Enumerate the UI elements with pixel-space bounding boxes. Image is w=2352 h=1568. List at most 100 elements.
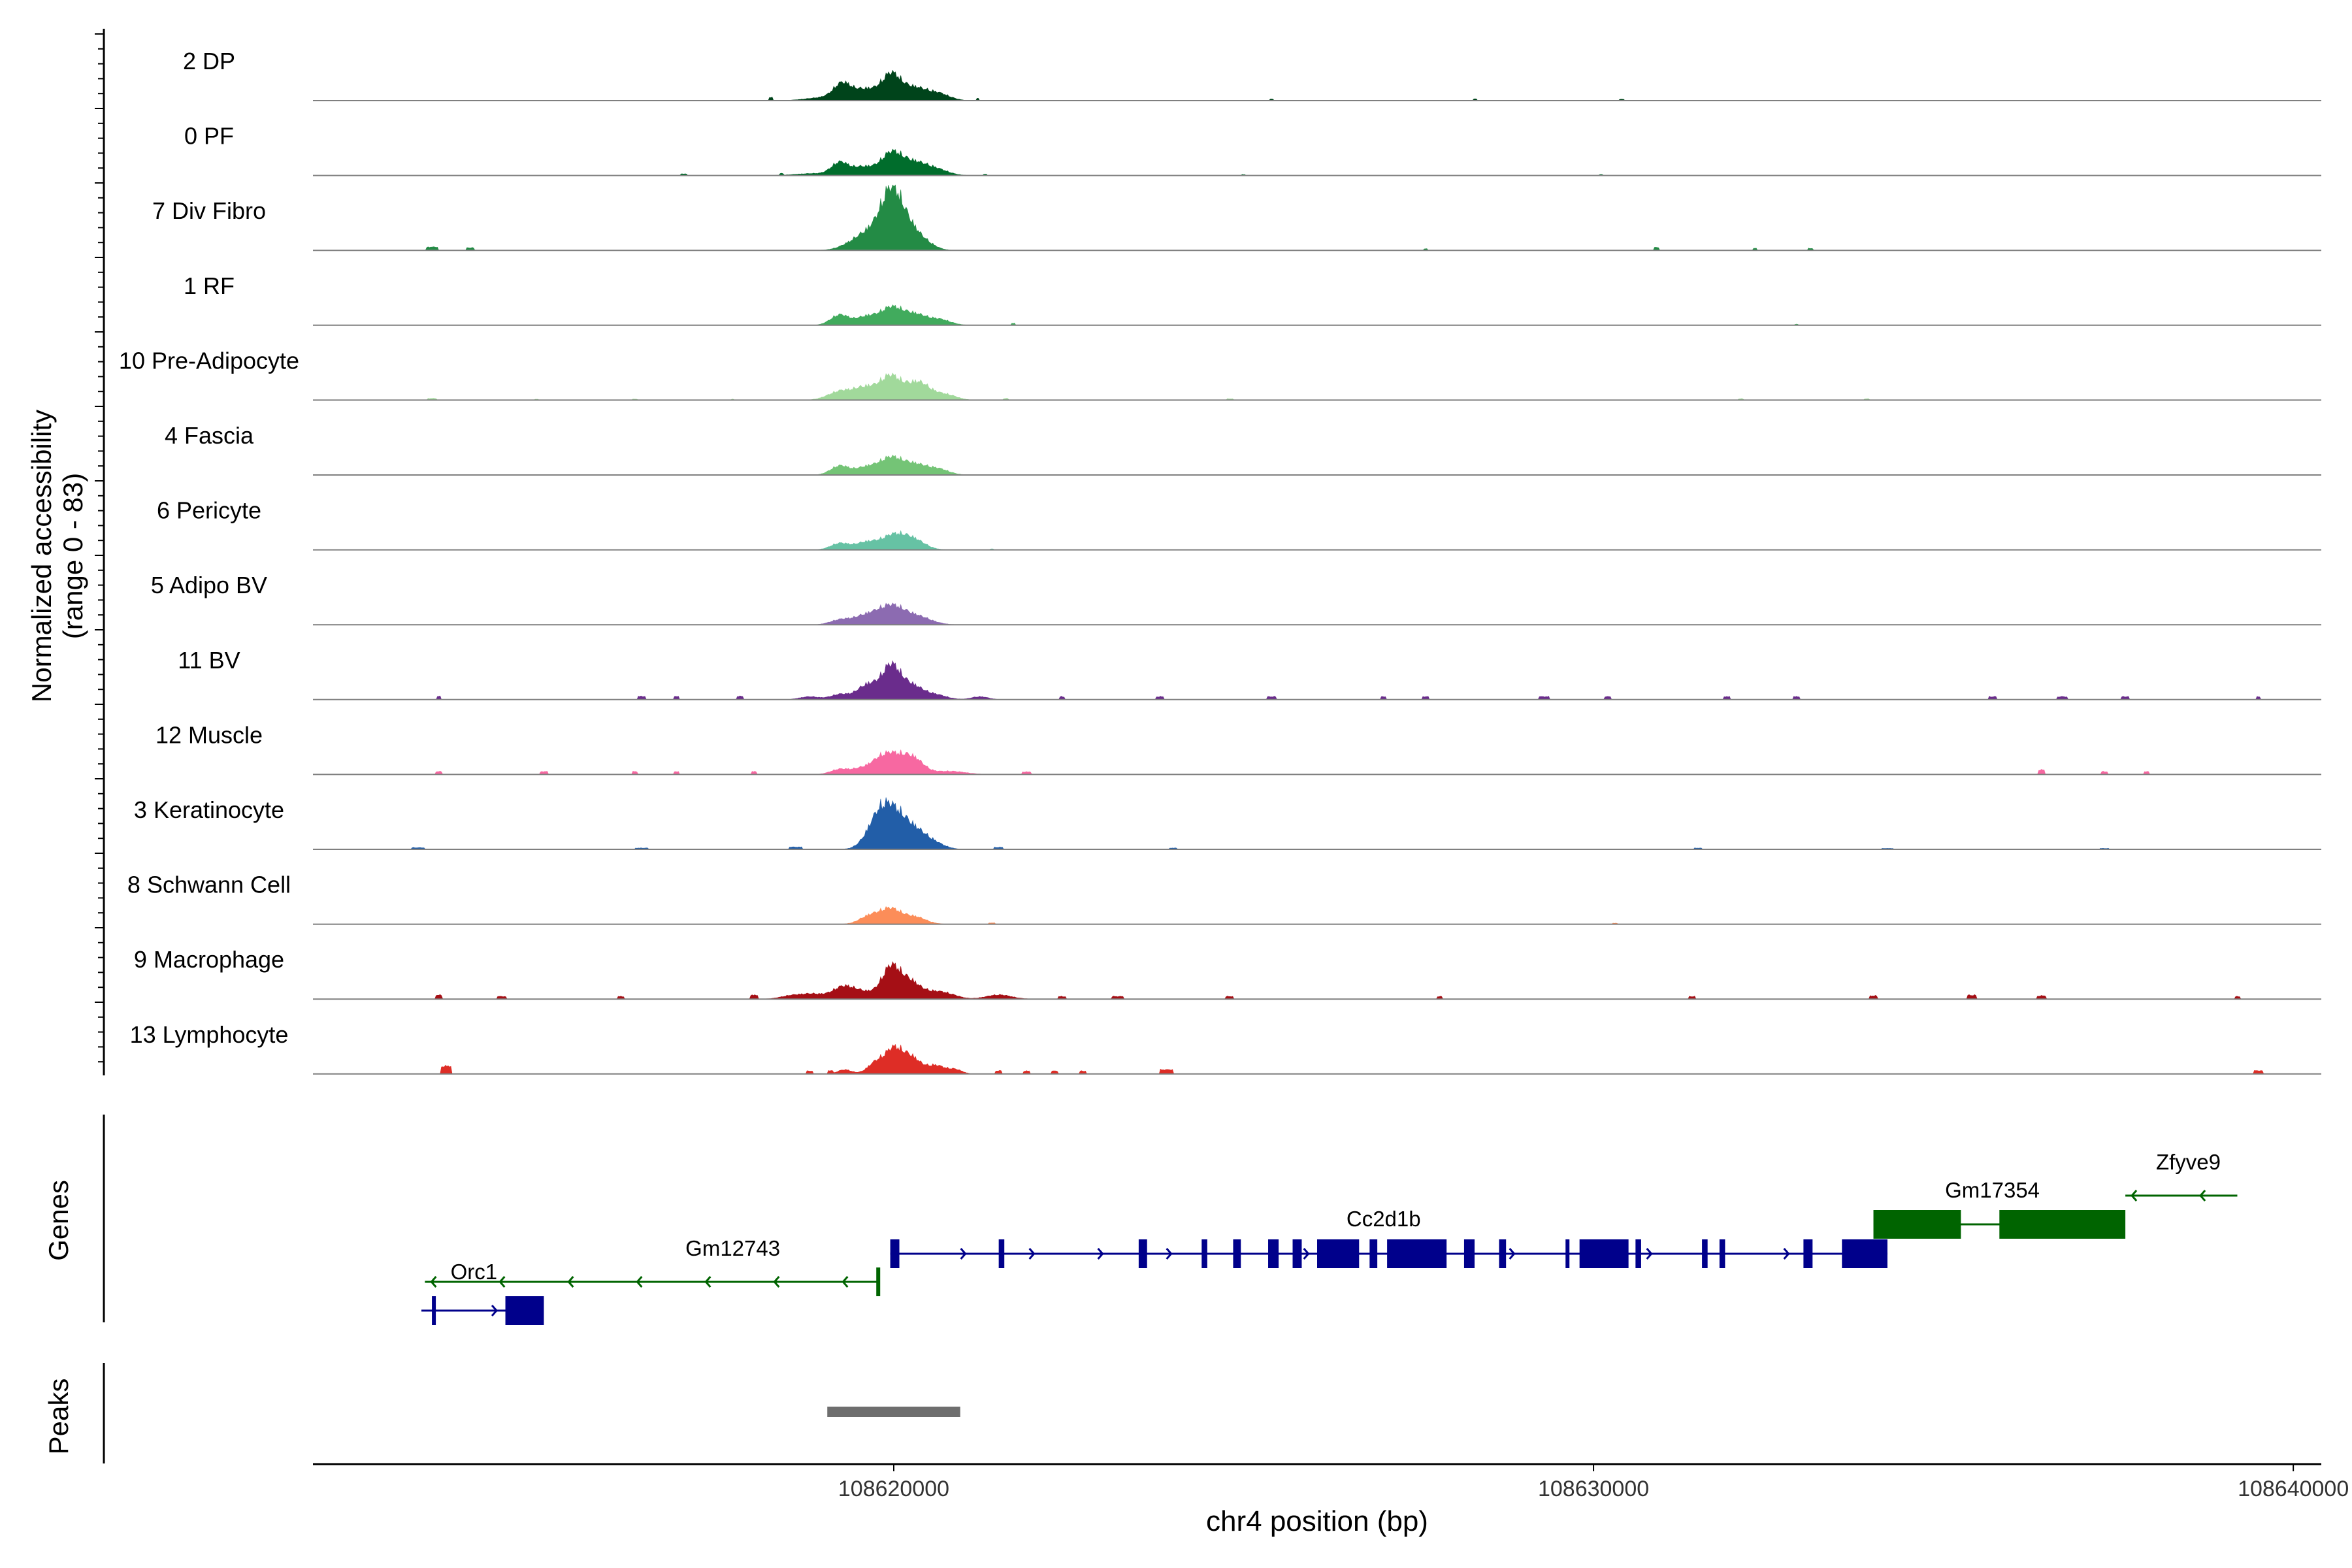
track-10: 12 Muscle <box>155 721 2321 776</box>
accessibility-tracks: 2 DP 0 PF 7 Div Fibro 1 RF 10 Pre-Adipocyte 4… <box>119 48 2321 1075</box>
track-3: 7 Div Fibro <box>152 184 2321 252</box>
strand-arrow <box>1646 1248 1653 1260</box>
genes-panel-title: Genes <box>43 1180 74 1261</box>
exon <box>432 1296 436 1325</box>
strand-arrow <box>773 1276 780 1288</box>
strand-arrow <box>2131 1190 2138 1201</box>
left-axes <box>95 29 105 1463</box>
track-label: 9 Macrophage <box>134 946 284 973</box>
track-area <box>313 304 2321 326</box>
gene-label: Cc2d1b <box>1347 1207 1421 1231</box>
exon <box>1369 1239 1378 1268</box>
track-area <box>313 660 2321 700</box>
gene-gm17354: Gm17354 <box>1873 1178 2126 1239</box>
peaks-panel-title: Peaks <box>43 1379 74 1455</box>
strand-arrow <box>2199 1190 2206 1201</box>
x-tick-label: 108620000 <box>838 1477 949 1501</box>
y-axis-title-sub: (range 0 - 83) <box>57 473 88 639</box>
gene-cc2d1b: Cc2d1b <box>890 1207 1887 1268</box>
exon <box>1317 1239 1360 1268</box>
strand-arrow <box>1303 1248 1310 1260</box>
track-7: 6 Pericyte <box>157 497 2321 551</box>
strand-arrow <box>430 1276 437 1288</box>
x-tick-label: 108630000 <box>1538 1477 1649 1501</box>
exon <box>1268 1239 1279 1268</box>
track-label: 5 Adipo BV <box>151 572 267 598</box>
track-2: 0 PF <box>184 123 2321 176</box>
track-label: 8 Schwann Cell <box>127 872 291 898</box>
track-9: 11 BV <box>178 647 2321 700</box>
exon <box>1873 1210 1961 1239</box>
exon <box>1999 1210 2126 1239</box>
track-8: 5 Adipo BV <box>151 572 2321 626</box>
exon <box>1702 1239 1708 1268</box>
gene-label: Gm17354 <box>1945 1178 2040 1202</box>
x-axis-title: chr4 position (bp) <box>1206 1505 1428 1537</box>
track-1: 2 DP <box>183 48 2321 101</box>
x-tick-label: 108640000 <box>2238 1477 2349 1501</box>
gene-gm12743: Gm12743 <box>425 1236 881 1296</box>
track-area <box>313 1043 2321 1075</box>
exon <box>1201 1239 1207 1268</box>
exon <box>1463 1239 1475 1268</box>
exon <box>1233 1239 1241 1268</box>
exon <box>1138 1239 1147 1268</box>
strand-arrow <box>1783 1248 1790 1260</box>
track-area <box>313 906 2321 924</box>
strand-arrow <box>1509 1248 1516 1260</box>
track-6: 4 Fascia <box>165 422 2321 476</box>
exon <box>1499 1239 1507 1268</box>
track-area <box>313 749 2321 775</box>
track-12: 8 Schwann Cell <box>127 872 2321 925</box>
track-area <box>313 184 2321 251</box>
track-label: 7 Div Fibro <box>152 197 266 224</box>
track-label: 4 Fascia <box>165 422 254 449</box>
track-11: 3 Keratinocyte <box>134 796 2321 850</box>
strand-arrow <box>636 1276 643 1288</box>
track-area <box>313 148 2321 176</box>
strand-arrow <box>704 1276 711 1288</box>
gene-orc1: Orc1 <box>421 1260 544 1325</box>
track-area <box>313 602 2321 625</box>
strand-arrow <box>960 1248 967 1260</box>
track-area <box>313 797 2321 850</box>
track-area <box>313 372 2321 400</box>
y-axis-titles: Normalized accessibility (range 0 - 83) … <box>26 410 88 1454</box>
gene-annotation-panel: Gm12743 Orc1 Cc2d1b Gm17354 Zfyve9 <box>421 1150 2238 1325</box>
exon <box>1292 1239 1302 1268</box>
track-5: 10 Pre-Adipocyte <box>119 347 2321 401</box>
track-label: 10 Pre-Adipocyte <box>119 347 299 374</box>
strand-arrow <box>498 1276 506 1288</box>
track-area <box>313 69 2321 101</box>
peak-panel <box>827 1407 960 1417</box>
exon <box>1719 1239 1725 1268</box>
gene-zfyve9: Zfyve9 <box>2125 1150 2238 1201</box>
exon <box>876 1267 881 1296</box>
gene-label: Gm12743 <box>685 1236 780 1260</box>
track-area <box>313 454 2321 476</box>
track-area <box>313 530 2321 550</box>
track-label: 2 DP <box>183 48 235 74</box>
track-label: 3 Keratinocyte <box>134 796 284 823</box>
strand-arrow <box>491 1305 498 1316</box>
strand-arrow <box>1028 1248 1036 1260</box>
track-label: 13 Lymphocyte <box>130 1021 289 1048</box>
exon <box>1387 1239 1447 1268</box>
track-area <box>313 961 2321 1000</box>
exon <box>1635 1239 1641 1268</box>
track-label: 0 PF <box>184 123 234 150</box>
exon <box>998 1239 1005 1268</box>
track-14: 13 Lymphocyte <box>130 1021 2321 1075</box>
track-label: 12 Muscle <box>155 721 263 748</box>
strand-arrow <box>1166 1248 1173 1260</box>
y-axis-title-main: Normalized accessibility <box>26 410 57 702</box>
exon <box>1565 1239 1570 1268</box>
strand-arrow <box>841 1276 849 1288</box>
exon <box>505 1296 544 1325</box>
track-label: 6 Pericyte <box>157 497 261 524</box>
track-13: 9 Macrophage <box>134 946 2321 1000</box>
exon <box>890 1239 900 1268</box>
track-4: 1 RF <box>184 272 2321 326</box>
strand-arrow <box>567 1276 574 1288</box>
